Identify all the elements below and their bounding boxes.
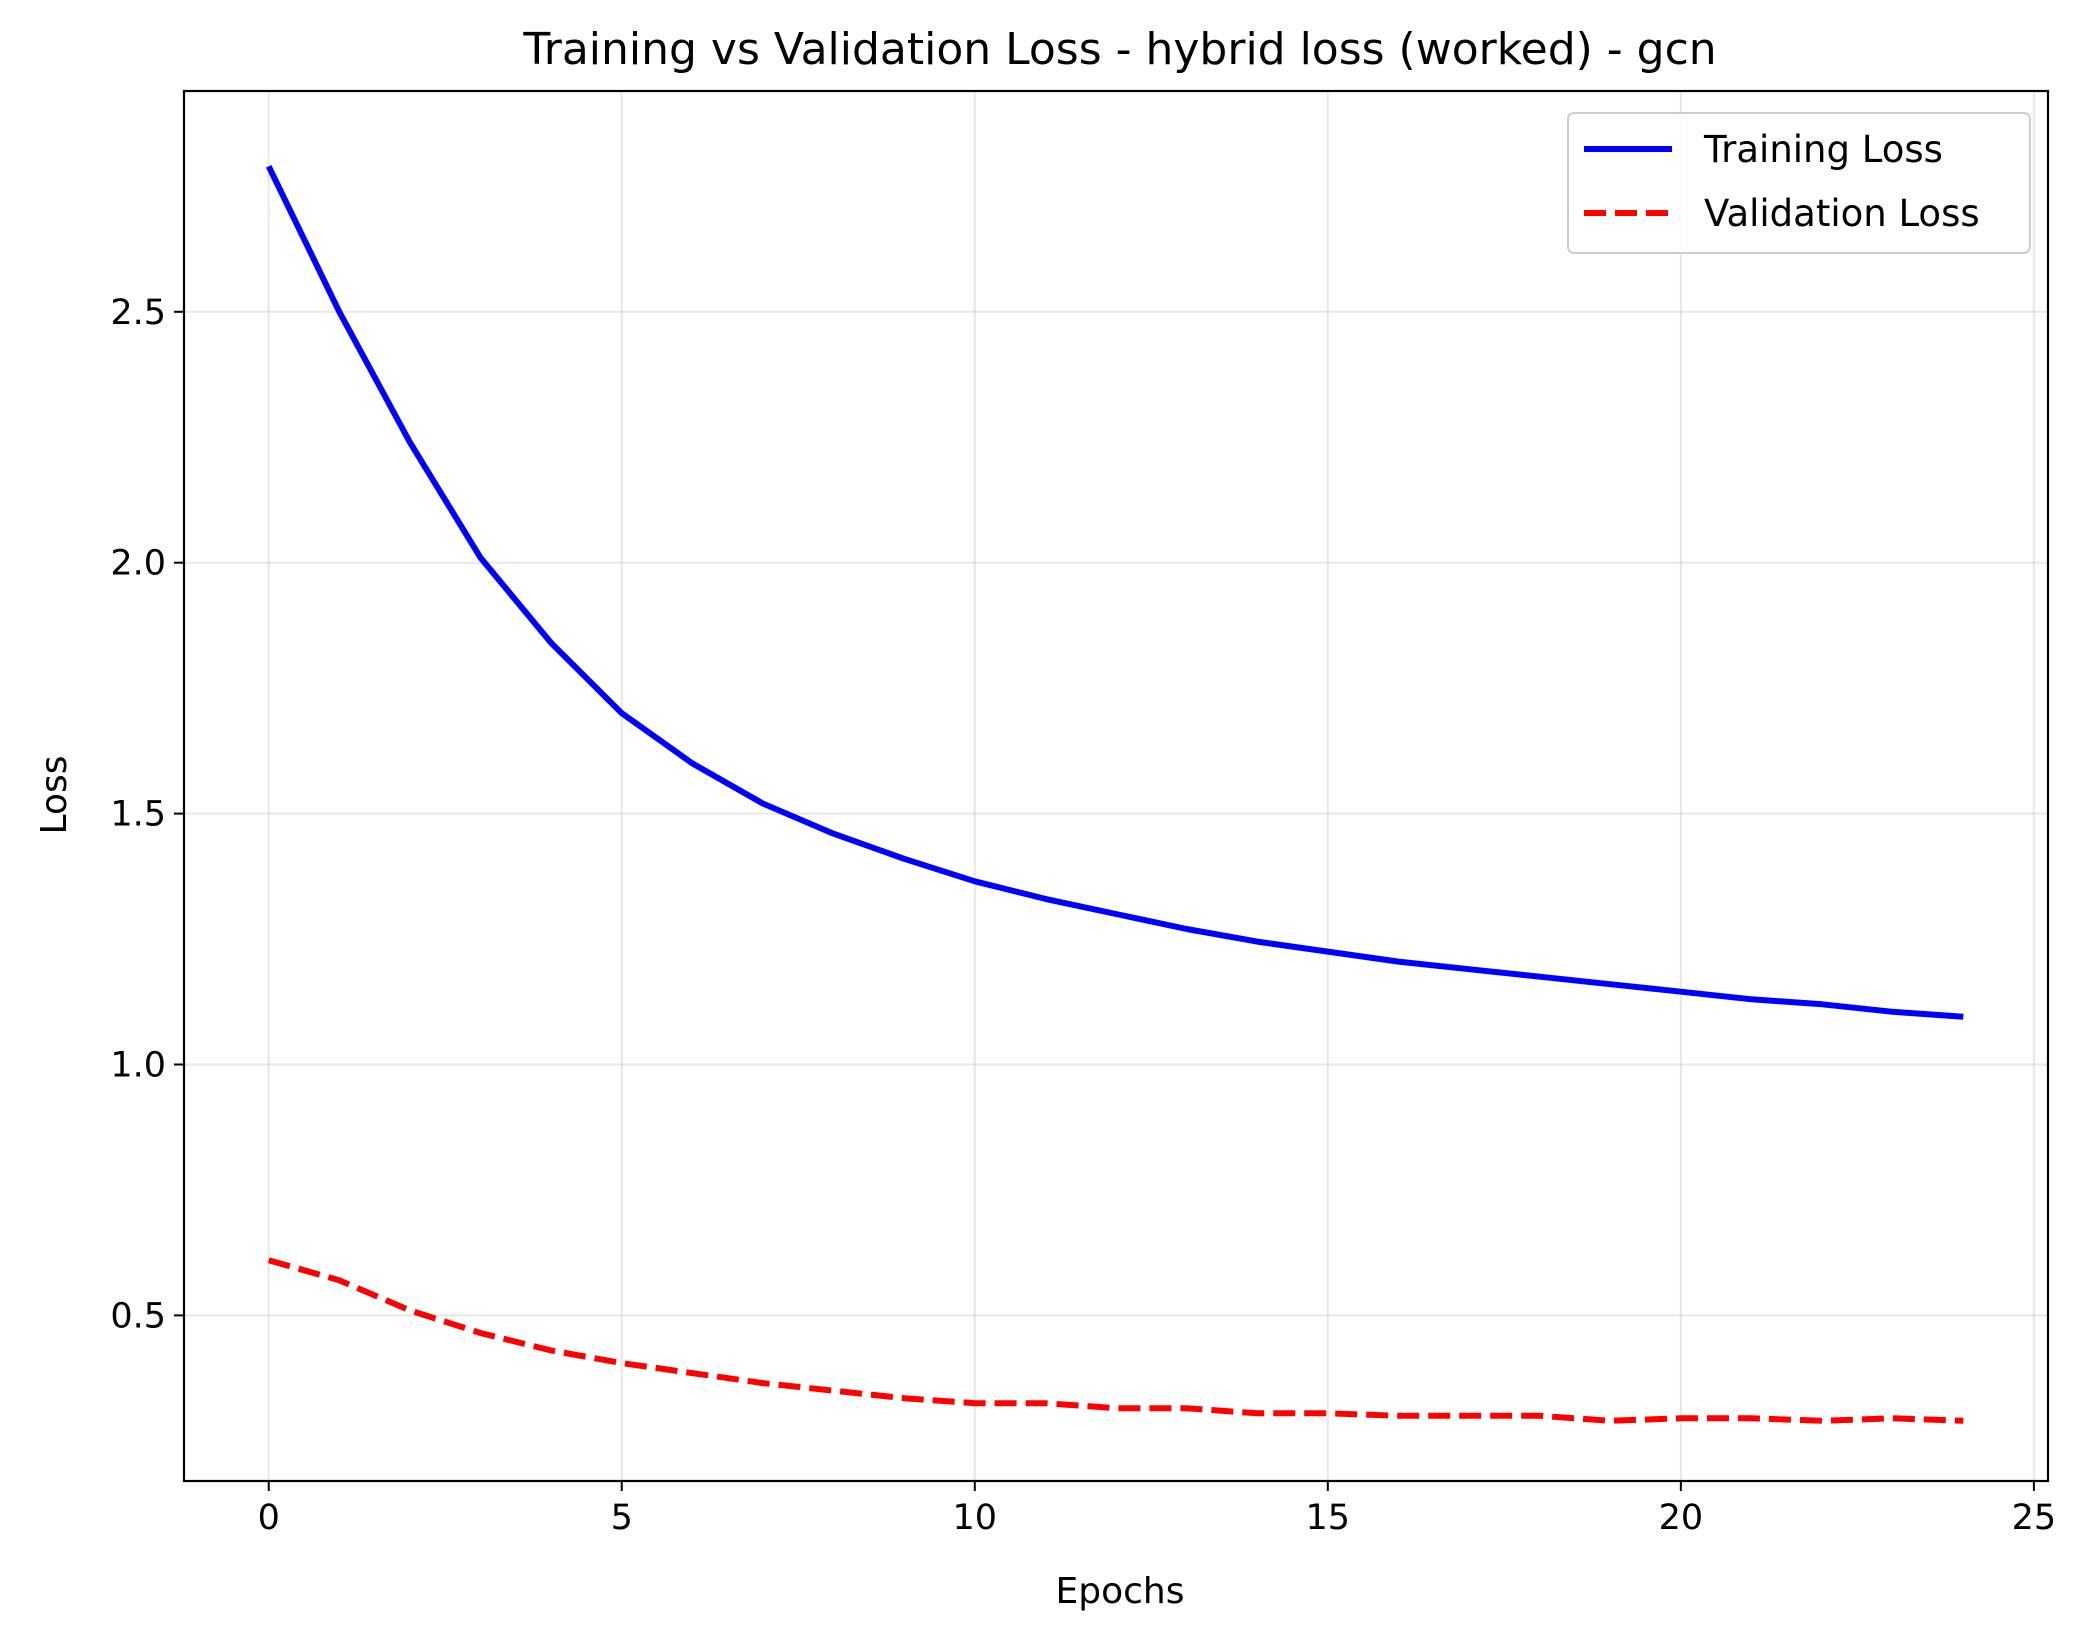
chart-title: Training vs Validation Loss - hybrid los… <box>522 24 1716 75</box>
legend-validation-label: Validation Loss <box>1704 192 1980 235</box>
grid-lines <box>184 91 2048 1481</box>
x-tick-label: 5 <box>611 1498 633 1538</box>
x-tick-label: 15 <box>1306 1498 1351 1538</box>
plot-frame <box>182 89 2050 1483</box>
legend-training-label: Training Loss <box>1703 128 1943 171</box>
y-tick-label: 1.5 <box>110 795 166 835</box>
legend: Training Loss Validation Loss <box>1567 112 2031 254</box>
y-tick-label: 2.5 <box>110 293 166 333</box>
x-tick-label: 25 <box>2012 1498 2057 1538</box>
x-tick-label: 0 <box>258 1498 280 1538</box>
validation-loss-line <box>267 1257 1964 1424</box>
training-loss-line <box>266 164 1964 1020</box>
legend-box <box>1567 112 2031 254</box>
y-tick-label: 1.0 <box>110 1046 166 1086</box>
y-axis-label: Loss <box>34 756 75 835</box>
x-tick-label: 20 <box>1659 1498 1704 1538</box>
y-tick-label: 2.0 <box>110 544 166 584</box>
data-series <box>266 164 1964 1424</box>
x-axis-label: Epochs <box>1056 1571 1185 1612</box>
axis-ticks: 0 5 10 15 20 25 0.5 1.0 1.5 2.0 2.5 <box>110 293 2056 1538</box>
y-tick-label: 0.5 <box>110 1296 166 1336</box>
x-tick-label: 10 <box>953 1498 998 1538</box>
